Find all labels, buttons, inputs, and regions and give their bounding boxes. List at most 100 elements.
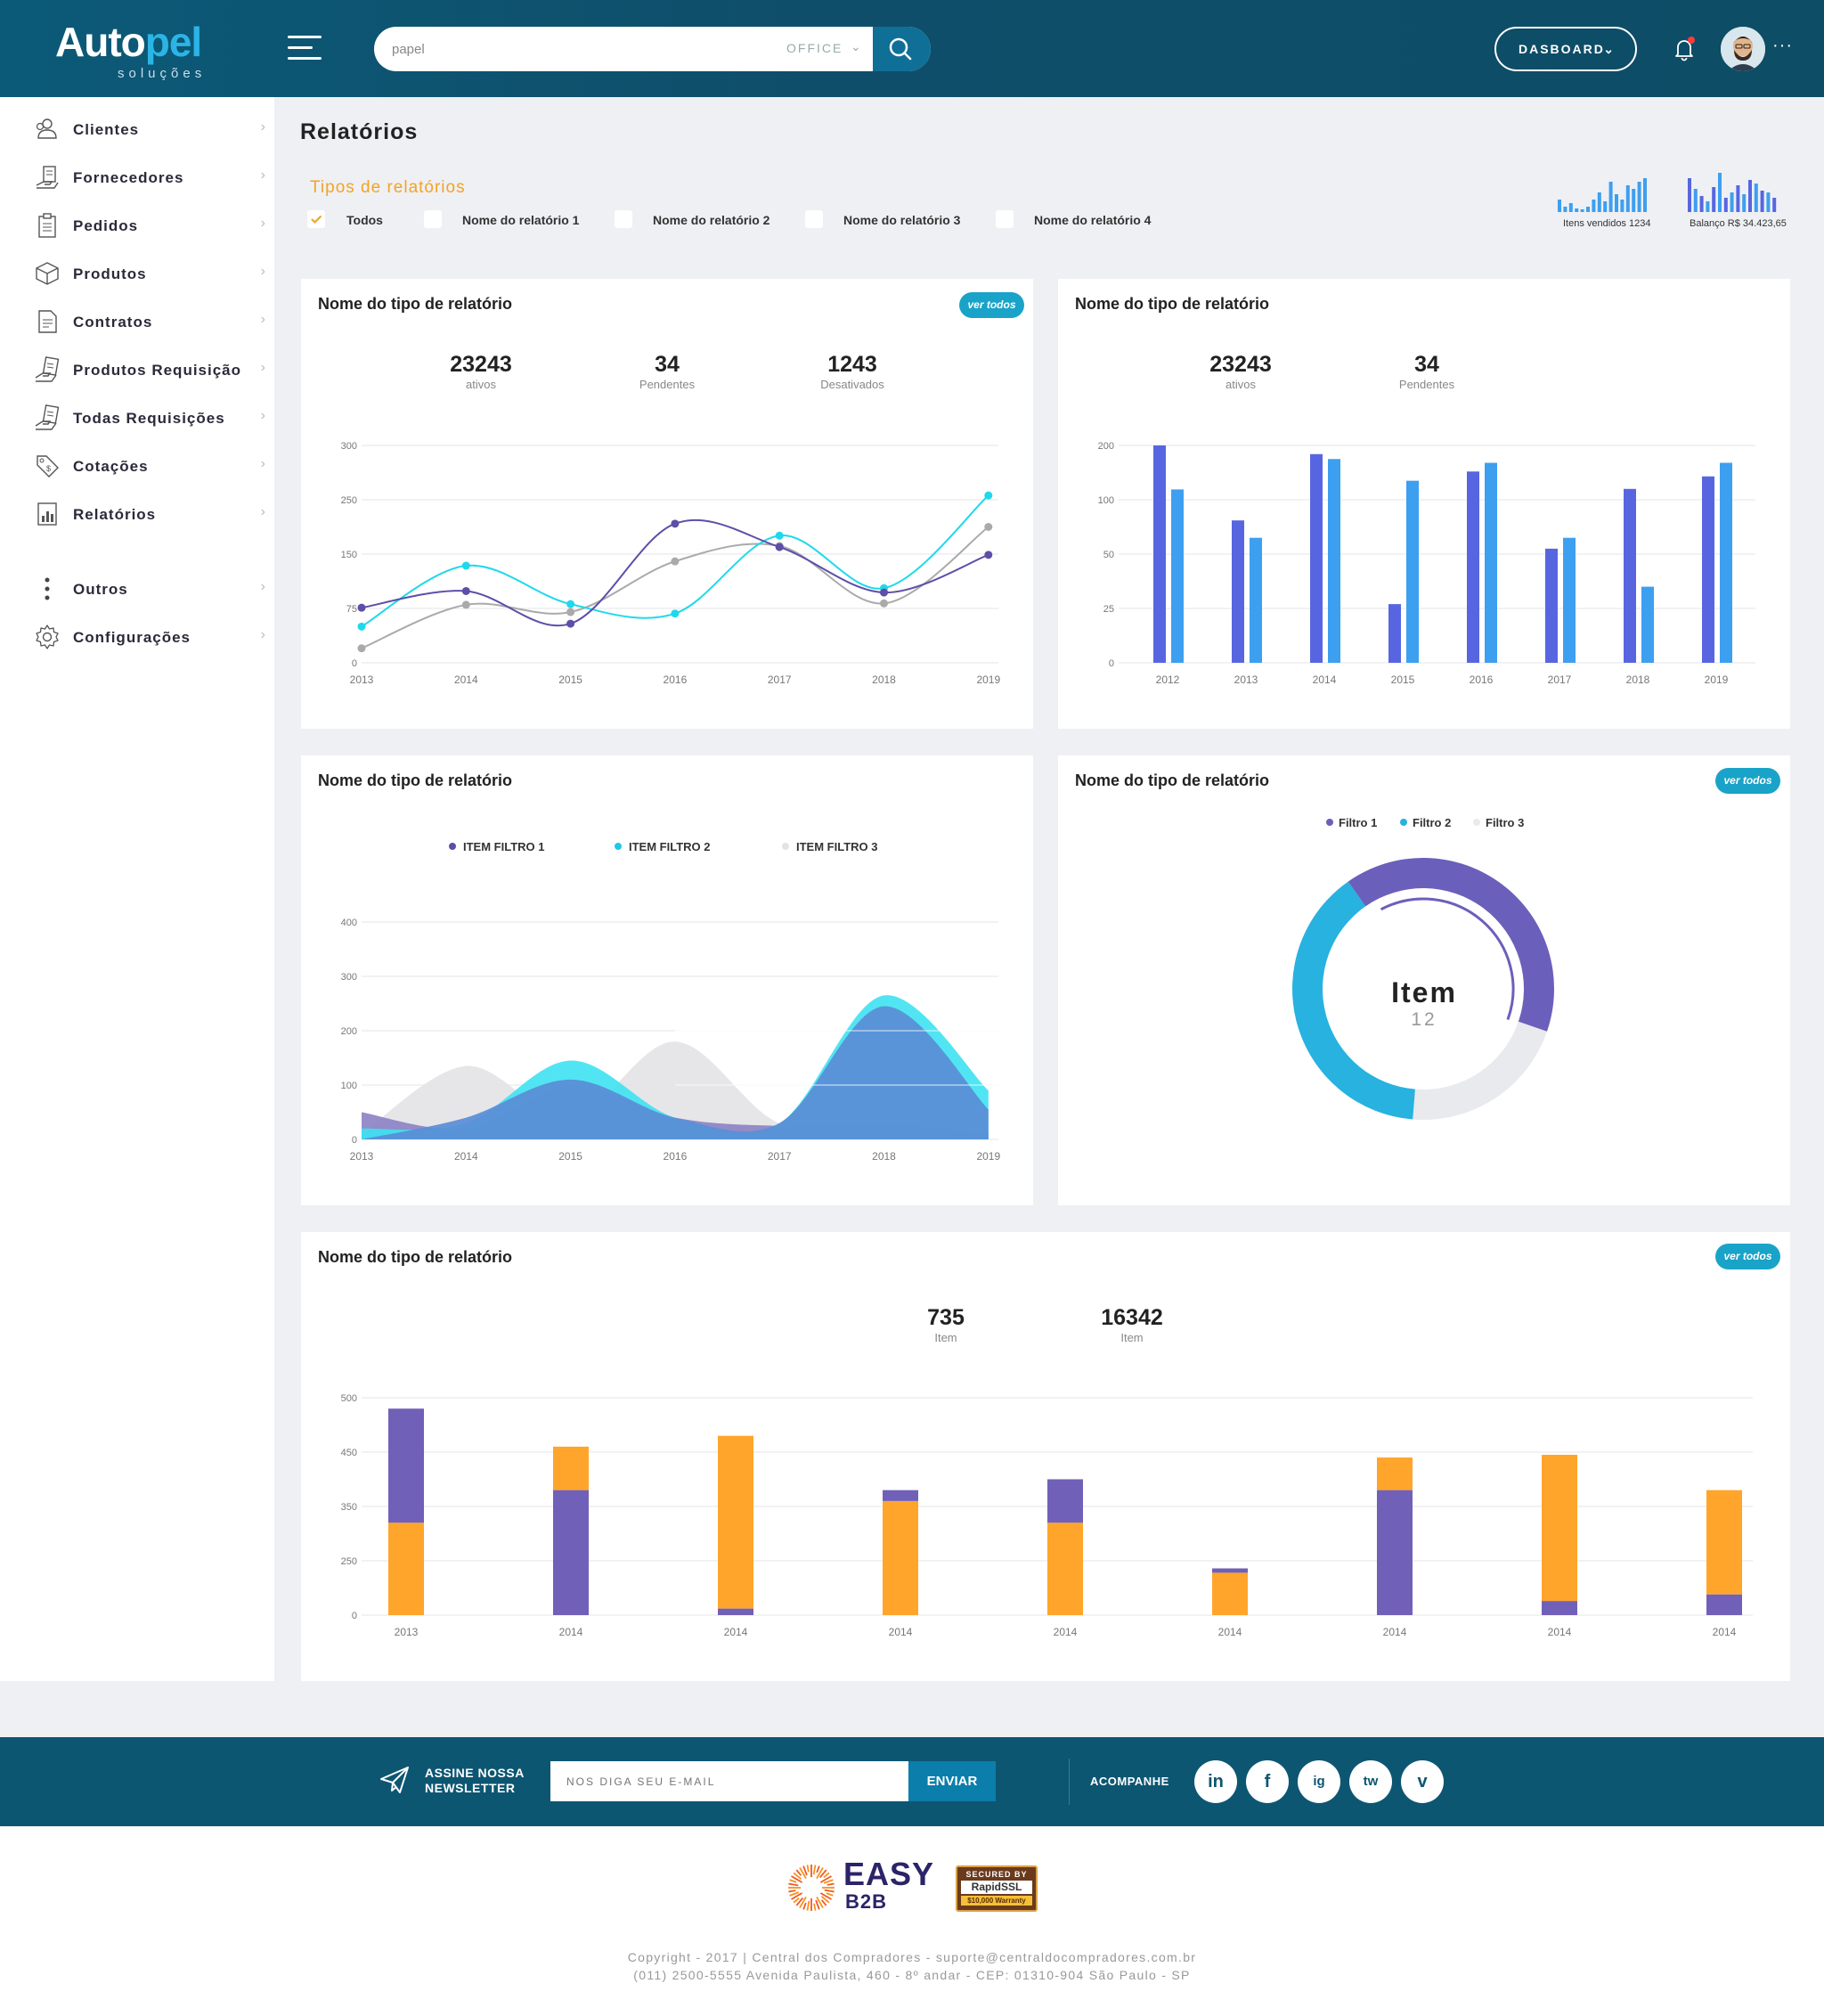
filter-label[interactable]: Nome do relatório 3	[843, 213, 961, 227]
tick-label: 2013	[350, 673, 374, 686]
sparkline-bar	[1592, 200, 1596, 212]
bar-A	[1467, 471, 1479, 663]
filter-checkbox-1[interactable]	[424, 210, 442, 228]
bar-B	[1485, 462, 1497, 663]
sunburst-ray	[820, 1899, 827, 1906]
tick-label: 2014	[1054, 1626, 1078, 1638]
sidebar-item-produtos[interactable]: Produtos ›	[34, 260, 265, 287]
sidebar-item-configuracoes[interactable]: Configurações ›	[34, 624, 265, 650]
tick-label: 2014	[1548, 1626, 1572, 1638]
filter-label[interactable]: Nome do relatório 2	[653, 213, 770, 227]
sidebar-item-pedidos[interactable]: Pedidos ›	[34, 212, 265, 239]
document-icon	[38, 310, 57, 333]
sidebar-item-outros[interactable]: Outros ›	[34, 575, 265, 602]
sidebar-item-clientes[interactable]: Clientes ›	[34, 116, 265, 143]
newsletter-send-button[interactable]: ENVIAR	[908, 1761, 996, 1801]
bar-A	[1232, 520, 1244, 663]
users-icon	[36, 118, 57, 139]
notification-bell-icon[interactable]	[1671, 36, 1698, 62]
donut-slice-filtro-1	[1348, 858, 1554, 1032]
chevron-down-icon[interactable]: ⌄	[851, 39, 861, 53]
more-options-icon[interactable]: ···	[1772, 36, 1793, 55]
filter-label[interactable]: Nome do relatório 1	[462, 213, 580, 227]
sidebar-item-produtos-requisicao[interactable]: Produtos Requisição ›	[34, 356, 265, 383]
sidebar-item-fornecedores[interactable]: Fornecedores ›	[34, 164, 265, 191]
filter-label[interactable]: Nome do relatório 4	[1034, 213, 1152, 227]
ssl-badge-line-3: $10,000 Warranty	[961, 1896, 1032, 1906]
bar-A	[1624, 488, 1636, 663]
sparkline-bar	[1637, 182, 1641, 212]
bar-A	[1388, 604, 1401, 663]
easy-logo-text: EASY	[843, 1856, 935, 1892]
search-category[interactable]: OFFICE	[786, 41, 843, 55]
user-avatar[interactable]	[1721, 27, 1765, 71]
sparkline-bar	[1723, 198, 1728, 212]
tick-label: 2017	[1548, 673, 1572, 686]
data-point	[984, 523, 993, 531]
search-bar: OFFICE ⌄	[374, 27, 931, 71]
data-point	[984, 551, 993, 559]
filter-checkbox-3[interactable]	[805, 210, 823, 228]
tick-label: 250	[341, 1556, 357, 1567]
stat-value: 23243	[450, 352, 512, 377]
stacked-bar-orange	[883, 1500, 918, 1615]
stat-item-1: 735 Item	[866, 1305, 1026, 1344]
sunburst-ray	[823, 1879, 834, 1884]
ssl-badge-line-2: RapidSSL	[961, 1881, 1032, 1894]
data-point	[357, 603, 366, 612]
b2b-logo-text: B2B	[845, 1890, 888, 1913]
sparkline-balance-label: Balanço R$ 34.423,65	[1690, 218, 1787, 229]
tick-label: 2014	[559, 1626, 583, 1638]
data-point	[357, 644, 366, 653]
sidebar-item-cotacoes[interactable]: $ Cotações ›	[34, 453, 265, 479]
sidebar-item-contratos[interactable]: Contratos ›	[34, 308, 265, 335]
hamburger-menu-icon[interactable]	[288, 36, 322, 61]
sunburst-ray	[823, 1872, 830, 1879]
vimeo-icon[interactable]: v	[1401, 1760, 1444, 1803]
sparkline-bar	[1625, 185, 1630, 212]
sidebar-item-todas-requisicoes[interactable]: Todas Requisições ›	[34, 404, 265, 431]
tick-label: 0	[1109, 658, 1114, 669]
tick-label: 2017	[768, 1150, 792, 1163]
filter-checkbox-4[interactable]	[996, 210, 1014, 228]
filter-checkbox-todos[interactable]	[307, 210, 325, 228]
sparkline-bar	[1563, 207, 1568, 212]
filter-label[interactable]: Todos	[346, 213, 383, 227]
logo[interactable]: Autopel soluções	[55, 18, 202, 81]
instagram-icon[interactable]: ig	[1298, 1760, 1340, 1803]
stat-item-2: 16342 Item	[1052, 1305, 1212, 1344]
ver-todos-button[interactable]: ver todos	[959, 292, 1024, 318]
stat-ativos: 23243 ativos	[401, 352, 561, 391]
dashboard-dropdown[interactable]: DASBOARD ⌄	[1494, 27, 1637, 71]
tick-label: 300	[341, 972, 357, 983]
linkedin-icon[interactable]: in	[1194, 1760, 1237, 1803]
data-point	[984, 491, 993, 500]
stat-value: 34	[1414, 352, 1439, 377]
sunburst-ray	[819, 1875, 832, 1883]
sidebar-item-relatorios[interactable]: Relatórios ›	[34, 501, 265, 527]
newsletter-line-2: NEWSLETTER	[425, 1781, 516, 1795]
newsletter-label: ASSINE NOSSA NEWSLETTER	[425, 1766, 525, 1796]
filter-checkbox-2[interactable]	[615, 210, 632, 228]
newsletter-email-input[interactable]	[550, 1761, 908, 1801]
sunburst-ray	[816, 1867, 824, 1880]
search-input[interactable]	[392, 37, 730, 61]
ver-todos-button[interactable]: ver todos	[1715, 1244, 1780, 1269]
chevron-right-icon: ›	[260, 579, 265, 594]
supplier-icon	[36, 166, 59, 189]
check-icon	[311, 215, 322, 224]
twitter-icon[interactable]: tw	[1349, 1760, 1392, 1803]
sunburst-ray	[826, 1892, 834, 1897]
legend-dot	[449, 843, 456, 850]
sidebar-item-label: Produtos	[73, 265, 147, 282]
stacked-bar-purple	[718, 1608, 753, 1615]
search-button[interactable]	[873, 27, 931, 71]
legend-label: ITEM FILTRO 2	[629, 840, 710, 853]
tick-label: 2014	[724, 1626, 748, 1638]
ver-todos-button[interactable]: ver todos	[1715, 768, 1780, 794]
sparkline-bar	[1575, 208, 1579, 212]
facebook-icon[interactable]: f	[1246, 1760, 1289, 1803]
sidebar-item-label: Contratos	[73, 314, 153, 331]
stat-label: Pendentes	[639, 378, 696, 391]
